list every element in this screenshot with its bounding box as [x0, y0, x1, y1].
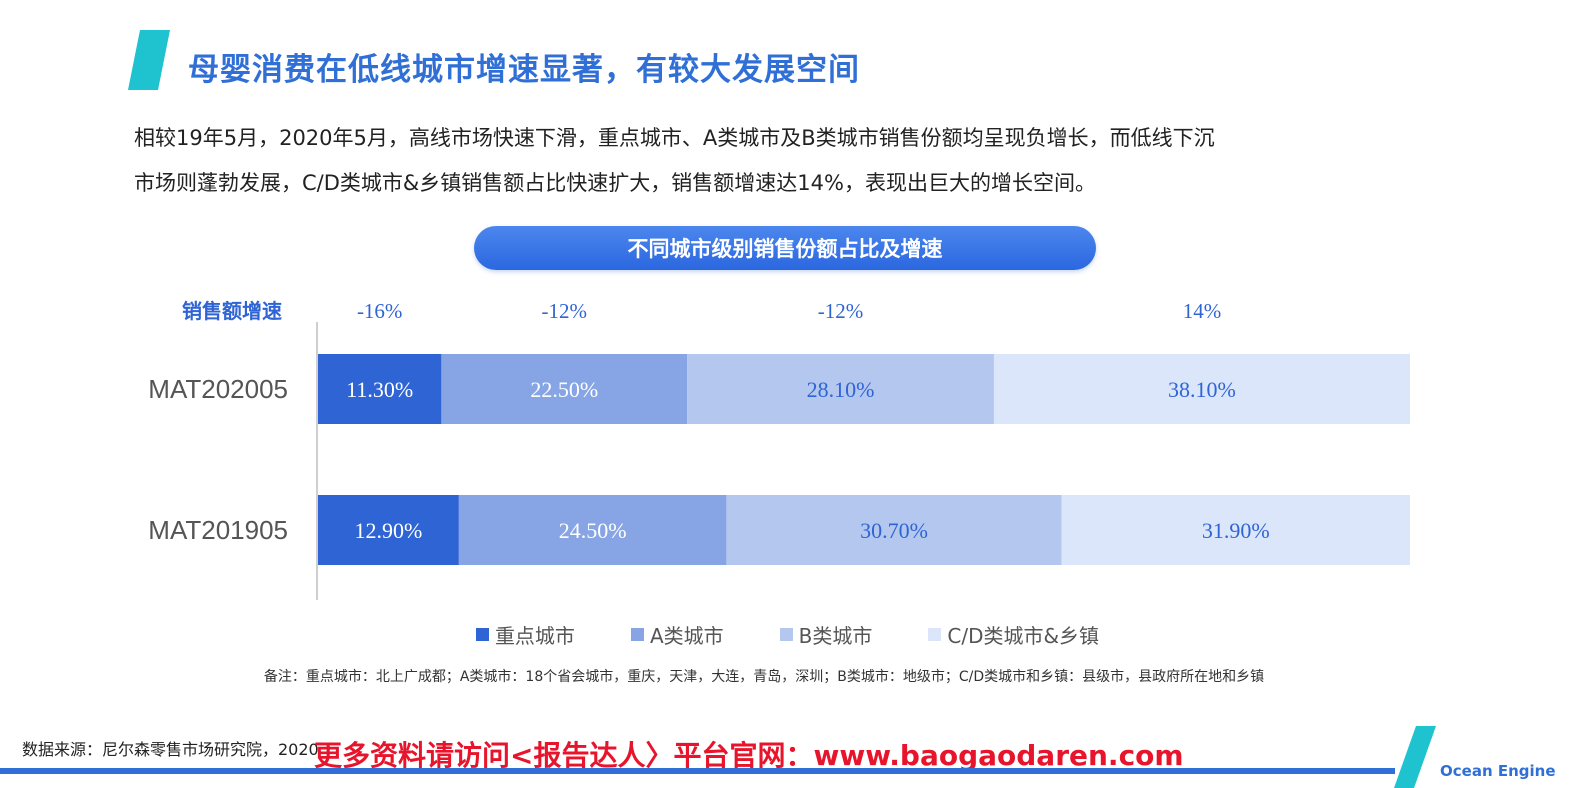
growth-label: -16%: [357, 299, 403, 323]
bar-segment: [1061, 495, 1410, 565]
bar-segment: [687, 354, 994, 424]
bar-segment: [318, 495, 459, 565]
data-label: 38.10%: [1168, 377, 1236, 402]
data-label: 28.10%: [807, 377, 875, 402]
title-accent-bar: [128, 30, 170, 90]
legend-item: A类城市: [630, 620, 724, 649]
category-label: MAT202005: [148, 374, 288, 404]
data-label: 30.70%: [860, 518, 928, 543]
legend-swatch: [779, 628, 793, 641]
bar-segment: [458, 495, 727, 565]
legend-swatch: [475, 628, 489, 641]
page-title: 母婴消费在低线城市增速显著，有较大发展空间: [188, 52, 860, 88]
data-label: 31.90%: [1202, 518, 1270, 543]
data-source: 数据来源：尼尔森零售市场研究院，2020: [22, 740, 319, 759]
data-label: 24.50%: [559, 518, 627, 543]
footnote: 备注：重点城市：北上广成都；A类城市：18个省会城市，重庆，天津，大连，青岛，深…: [263, 669, 1265, 685]
promo-banner: 更多资料请访问<报告达人〉平台官网：www.baogaodaren.com: [314, 739, 1184, 772]
bar-segment: [318, 354, 442, 424]
legend-swatch: [928, 628, 942, 641]
legend-item: B类城市: [779, 620, 873, 649]
chart-title: 不同城市级别销售份额占比及增速: [474, 226, 1096, 270]
bar-segment: [993, 354, 1410, 424]
brand-slash-icon: [1394, 726, 1436, 788]
bottom-rule: [0, 768, 1395, 774]
category-label: MAT201905: [148, 515, 288, 545]
legend-label: C/D类城市&乡镇: [947, 624, 1100, 648]
legend-label: 重点城市: [494, 624, 575, 648]
legend-swatch: [630, 628, 644, 641]
stacked-bar-chart: 销售额增速 -16% -12% -12% 14% MAT202005 11.30% 22.50…: [148, 299, 1410, 600]
intro-line: 相较19年5月，2020年5月，高线市场快速下滑，重点城市、A类城市及B类城市销…: [134, 126, 1215, 150]
legend-item: 重点城市: [475, 620, 575, 649]
growth-label: -12%: [541, 299, 587, 323]
brand-logo: Ocean Engine: [1440, 762, 1556, 780]
legend-label: B类城市: [798, 624, 873, 648]
data-label: 11.30%: [346, 377, 413, 402]
growth-label: 14%: [1183, 299, 1222, 323]
data-label: 12.90%: [355, 518, 423, 543]
legend-label: A类城市: [649, 624, 724, 648]
legend-item: C/D类城市&乡镇: [928, 620, 1099, 649]
intro-text: 相较19年5月，2020年5月，高线市场快速下滑，重点城市、A类城市及B类城市销…: [134, 116, 1424, 206]
chart-legend: 重点城市 A类城市 B类城市 C/D类城市&乡镇: [0, 620, 1575, 649]
growth-label: -12%: [818, 299, 864, 323]
bar-segment: [726, 495, 1062, 565]
growth-row-label: 销售额增速: [182, 299, 282, 323]
data-label: 22.50%: [530, 377, 598, 402]
intro-line: 市场则蓬勃发展，C/D类城市&乡镇销售额占比快速扩大，销售额增速达14%，表现出…: [134, 171, 1096, 195]
bar-segment: [441, 354, 688, 424]
